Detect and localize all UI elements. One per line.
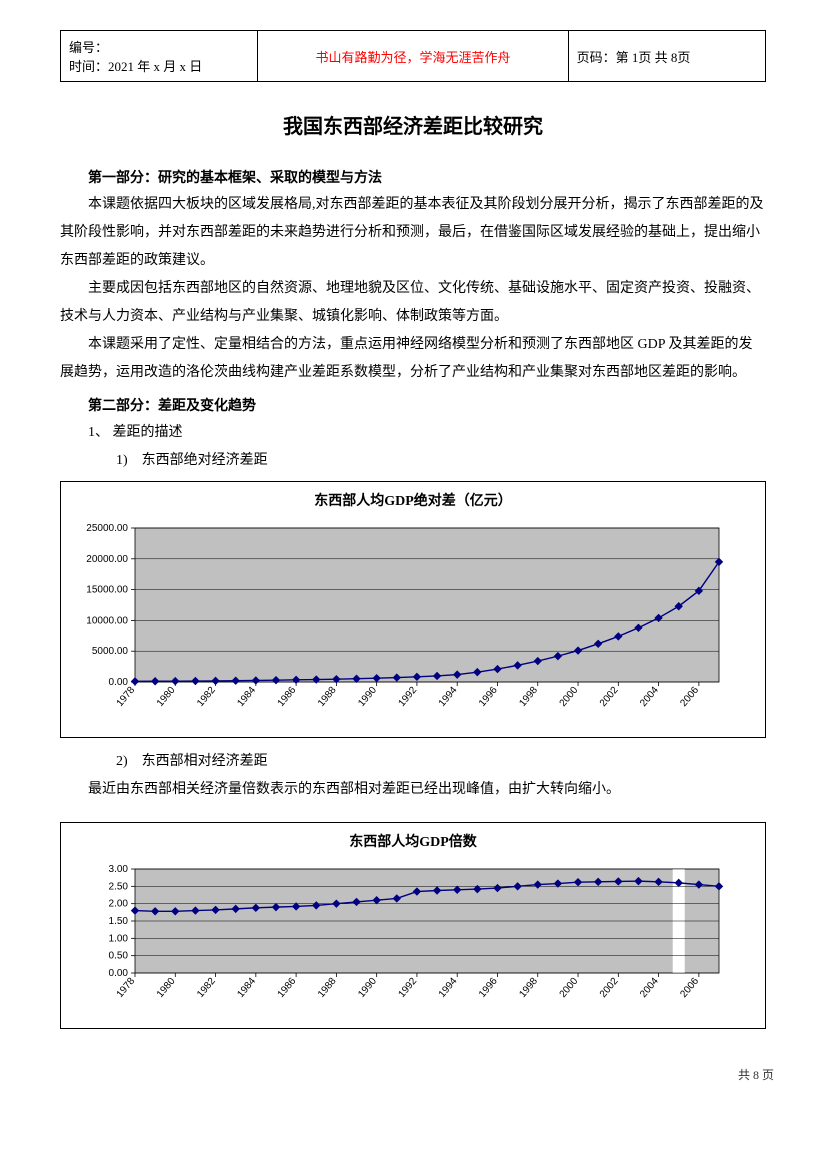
svg-text:1982: 1982 bbox=[195, 685, 218, 709]
footer-page-note: 共 8 页 bbox=[738, 1066, 774, 1083]
header-id-line: 编号： bbox=[69, 37, 249, 56]
svg-text:1980: 1980 bbox=[155, 685, 178, 709]
header-right-cell: 页码：第 1页 共 8页 bbox=[568, 31, 765, 82]
svg-text:0.00: 0.00 bbox=[109, 677, 129, 688]
svg-text:1988: 1988 bbox=[316, 976, 339, 1000]
svg-text:1982: 1982 bbox=[195, 976, 218, 1000]
svg-text:10000.00: 10000.00 bbox=[86, 615, 128, 626]
svg-text:15000.00: 15000.00 bbox=[86, 585, 128, 596]
svg-text:1986: 1986 bbox=[276, 976, 299, 1000]
svg-text:1980: 1980 bbox=[155, 976, 178, 1000]
svg-text:1984: 1984 bbox=[235, 685, 258, 709]
svg-text:1990: 1990 bbox=[356, 685, 379, 709]
svg-text:1.00: 1.00 bbox=[109, 933, 129, 944]
section2-item1: 1、 差距的描述 bbox=[60, 419, 766, 447]
header-center-cell: 书山有路勤为径，学海无涯苦作舟 bbox=[258, 31, 568, 82]
section1-para1: 本课题依据四大板块的区域发展格局,对东西部差距的基本表征及其阶段划分展开分析，揭… bbox=[60, 191, 766, 275]
chart1-svg: 0.00 5000.00 10000.00 15000.00 20000.00 25000… bbox=[69, 522, 729, 722]
chart1-title: 东西部人均GDP绝对差（亿元） bbox=[69, 488, 757, 516]
svg-text:2006: 2006 bbox=[678, 976, 701, 1000]
svg-text:2004: 2004 bbox=[638, 685, 661, 709]
svg-text:20000.00: 20000.00 bbox=[86, 554, 128, 565]
body-content: 第一部分：研究的基本框架、采取的模型与方法 本课题依据四大板块的区域发展格局,对… bbox=[60, 163, 766, 1029]
chart2-container: 东西部人均GDP倍数 0.00 0.50 1.00 1.50 2.00 2.50 3.00 1… bbox=[60, 822, 766, 1029]
svg-text:1.50: 1.50 bbox=[109, 916, 129, 927]
svg-text:1984: 1984 bbox=[235, 976, 258, 1000]
svg-text:5000.00: 5000.00 bbox=[92, 646, 129, 657]
document-title: 我国东西部经济差距比较研究 bbox=[60, 110, 766, 139]
section2-sub1: 1) 东西部绝对经济差距 bbox=[60, 447, 766, 475]
svg-text:2.50: 2.50 bbox=[109, 881, 129, 892]
svg-text:1992: 1992 bbox=[397, 976, 420, 1000]
header-table: 编号： 时间：2021 年 x 月 x 日 书山有路勤为径，学海无涯苦作舟 页码… bbox=[60, 30, 766, 82]
svg-text:2000: 2000 bbox=[558, 685, 581, 709]
svg-text:0.50: 0.50 bbox=[109, 951, 129, 962]
svg-text:1998: 1998 bbox=[517, 976, 540, 1000]
svg-text:3.00: 3.00 bbox=[109, 864, 129, 875]
svg-text:1978: 1978 bbox=[115, 685, 138, 709]
section2-sub2: 2) 东西部相对经济差距 bbox=[60, 748, 766, 776]
svg-text:1992: 1992 bbox=[397, 685, 420, 709]
section1-para3: 本课题采用了定性、定量相结合的方法，重点运用神经网络模型分析和预测了东西部地区 … bbox=[60, 331, 766, 387]
svg-text:1994: 1994 bbox=[437, 976, 460, 1000]
svg-text:1996: 1996 bbox=[477, 685, 500, 709]
svg-text:2.00: 2.00 bbox=[109, 899, 129, 910]
chart2-svg: 0.00 0.50 1.00 1.50 2.00 2.50 3.00 1978 1980 1982… bbox=[69, 863, 729, 1013]
section1-heading: 第一部分：研究的基本框架、采取的模型与方法 bbox=[60, 163, 766, 191]
svg-text:2000: 2000 bbox=[558, 976, 581, 1000]
header-left-cell: 编号： 时间：2021 年 x 月 x 日 bbox=[61, 31, 258, 82]
section2-heading: 第二部分：差距及变化趋势 bbox=[60, 391, 766, 419]
svg-text:25000.00: 25000.00 bbox=[86, 523, 128, 534]
svg-text:1978: 1978 bbox=[115, 976, 138, 1000]
svg-text:2006: 2006 bbox=[678, 685, 701, 709]
chart2-title: 东西部人均GDP倍数 bbox=[69, 829, 757, 857]
svg-text:2002: 2002 bbox=[598, 976, 621, 1000]
svg-text:1986: 1986 bbox=[276, 685, 299, 709]
svg-text:1998: 1998 bbox=[517, 685, 540, 709]
section1-para2: 主要成因包括东西部地区的自然资源、地理地貌及区位、文化传统、基础设施水平、固定资… bbox=[60, 275, 766, 331]
header-date-line: 时间：2021 年 x 月 x 日 bbox=[69, 56, 249, 75]
svg-text:1988: 1988 bbox=[316, 685, 339, 709]
svg-text:1990: 1990 bbox=[356, 976, 379, 1000]
section2-rel-para: 最近由东西部相关经济量倍数表示的东西部相对差距已经出现峰值，由扩大转向缩小。 bbox=[60, 776, 766, 804]
chart1-container: 东西部人均GDP绝对差（亿元） 0.00 5000.00 10000.00 15000… bbox=[60, 481, 766, 738]
svg-text:2002: 2002 bbox=[598, 685, 621, 709]
svg-text:2004: 2004 bbox=[638, 976, 661, 1000]
svg-text:1996: 1996 bbox=[477, 976, 500, 1000]
svg-text:0.00: 0.00 bbox=[109, 968, 129, 979]
svg-text:1994: 1994 bbox=[437, 685, 460, 709]
